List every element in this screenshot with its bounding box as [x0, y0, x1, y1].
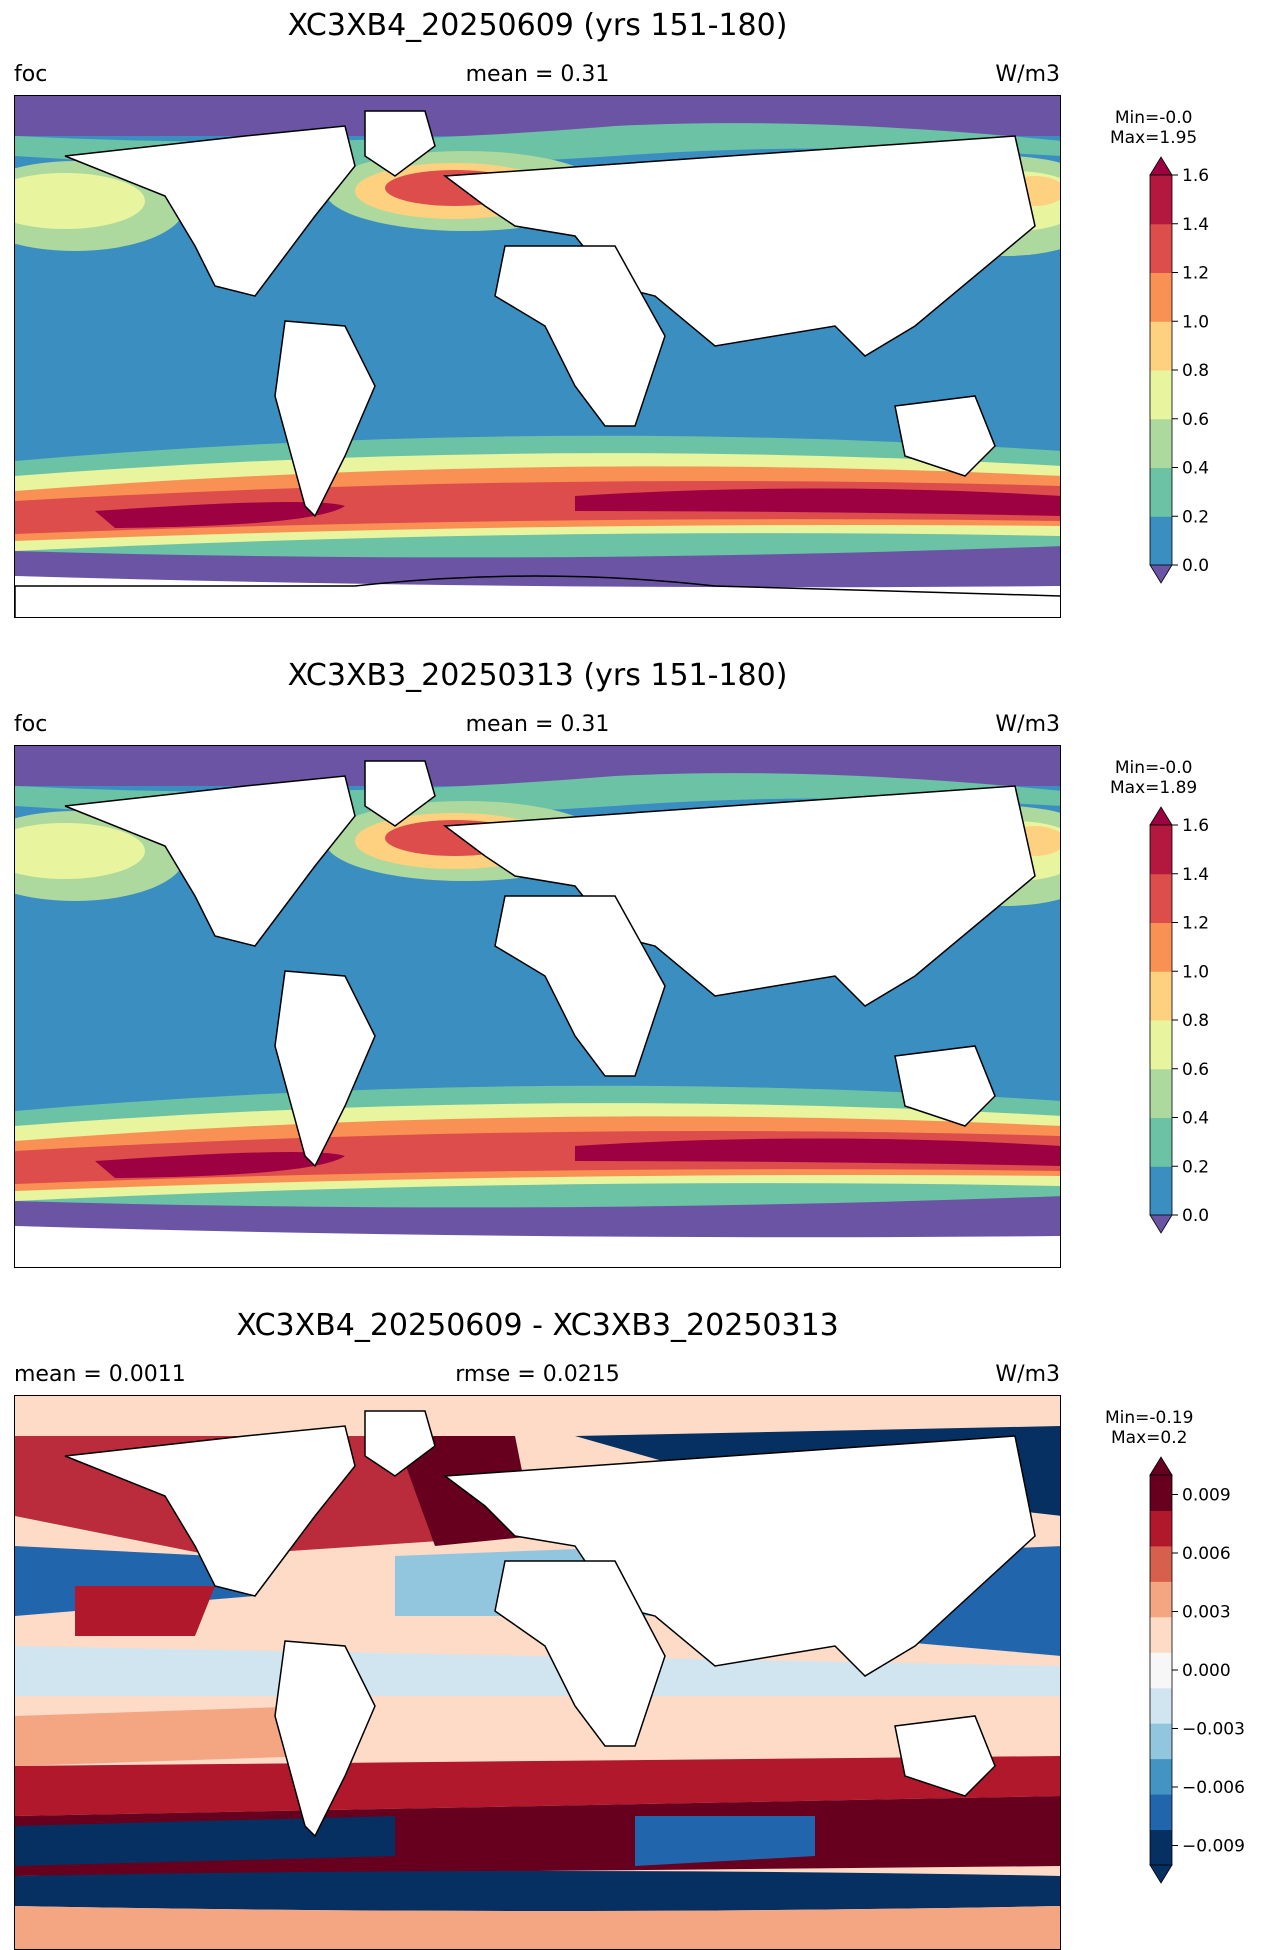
colorbar-tick-label: −0.003 [1182, 1720, 1245, 1740]
colorbar-extend-max [1149, 1456, 1173, 1476]
colorbar-tick-label: 1.2 [1182, 914, 1209, 934]
panel-1-min: Min=-0.0 [1114, 108, 1193, 128]
panel-1-colorbar: 1.6 1.4 1.2 1.0 0.8 0.6 0.4 0.2 0.0 [1149, 155, 1260, 589]
colorbar-extend-max [1149, 156, 1173, 176]
colorbar-segment [1150, 175, 1172, 225]
colorbar-segment [1150, 971, 1172, 1021]
colorbar-segment [1150, 1581, 1172, 1618]
colorbar-tick-label: 0.2 [1182, 507, 1209, 527]
panel-3-title: XC3XB4_20250609 - XC3XB3_20250313 [236, 1308, 839, 1343]
colorbar-tick-label: −0.006 [1182, 1778, 1245, 1798]
colorbar-tick-label: 0.4 [1182, 459, 1209, 479]
panel-2-min: Min=-0.0 [1114, 758, 1193, 778]
panel-1-map [14, 95, 1061, 618]
panel-2-minmax: Min=-0.0 Max=1.89 [1110, 758, 1197, 798]
panel-3-max: Max=0.2 [1110, 1428, 1188, 1448]
colorbar-3-graphic: 0.009 0.006 0.003 0.000 −0.003 −0.006 −0.009 [1149, 1456, 1245, 1884]
colorbar-tick-label: 1.6 [1182, 166, 1209, 186]
panel-2-colorbar: 1.6 1.4 1.2 1.0 0.8 0.6 0.4 0.2 0.0 [1149, 805, 1260, 1239]
colorbar-segment [1150, 1687, 1172, 1724]
colorbar-segment [1150, 223, 1172, 273]
colorbar-tick-label: 0.4 [1182, 1109, 1209, 1129]
colorbar-extend-min [1149, 564, 1173, 584]
colorbar-segment [1150, 1794, 1172, 1831]
colorbar-tick-label: 0.006 [1182, 1544, 1231, 1564]
colorbar-tick-label: 1.0 [1182, 312, 1209, 332]
colorbar-tick-label: 0.0 [1182, 1206, 1209, 1226]
colorbar-segment [1150, 1117, 1172, 1167]
panel-2-map [14, 745, 1061, 1268]
panel-1-mean-label: mean = 0.31 [465, 62, 610, 87]
colorbar-tick-label: 0.6 [1182, 1060, 1209, 1080]
colorbar-segment [1150, 1068, 1172, 1118]
colorbar-segment [1150, 1510, 1172, 1547]
colorbar-segment [1150, 1166, 1172, 1216]
panel-1-title: XC3XB4_20250609 (yrs 151-180) [287, 8, 788, 43]
colorbar-tick-label: 0.0 [1182, 556, 1209, 576]
colorbar-tick-label: −0.009 [1182, 1837, 1245, 1857]
colorbar-segment [1150, 1616, 1172, 1653]
colorbar-segment [1150, 1758, 1172, 1795]
panel-3-map [14, 1395, 1061, 1950]
colorbar-1-graphic: 1.6 1.4 1.2 1.0 0.8 0.6 0.4 0.2 0.0 [1149, 156, 1209, 584]
colorbar-tick-label: 0.003 [1182, 1603, 1231, 1623]
panel-3-rmse-label: rmse = 0.0215 [455, 1362, 620, 1387]
colorbar-tick-label: 0.8 [1182, 1011, 1209, 1031]
colorbar-segment [1150, 825, 1172, 875]
colorbar-segment [1150, 272, 1172, 322]
panel-1-max: Max=1.95 [1110, 128, 1198, 148]
colorbar-tick-label: 0.8 [1182, 361, 1209, 381]
colorbar-segment [1150, 1723, 1172, 1760]
colorbar-tick-label: 0.2 [1182, 1157, 1209, 1177]
colorbar-segment [1150, 1475, 1172, 1511]
colorbar-segment [1150, 922, 1172, 972]
panel-2-mean-label: mean = 0.31 [465, 712, 610, 737]
colorbar-segment [1150, 418, 1172, 468]
panel-2-title: XC3XB3_20250313 (yrs 151-180) [287, 658, 788, 693]
panel-3-min: Min=-0.19 [1105, 1408, 1194, 1428]
colorbar-tick-label: 0.6 [1182, 410, 1209, 430]
panel-3-colorbar: 0.009 0.006 0.003 0.000 −0.003 −0.006 −0.009 [1149, 1455, 1260, 1889]
colorbar-tick-label: 1.0 [1182, 962, 1209, 982]
panel-2-max: Max=1.89 [1110, 778, 1198, 798]
colorbar-tick-label: 0.000 [1182, 1661, 1231, 1681]
colorbar-2-graphic: 1.6 1.4 1.2 1.0 0.8 0.6 0.4 0.2 0.0 [1149, 806, 1209, 1234]
colorbar-extend-min [1149, 1864, 1173, 1884]
panel-3-mean-label: mean = 0.0011 [14, 1362, 186, 1387]
panel-2-units-label: W/m3 [995, 712, 1060, 737]
colorbar-tick-label: 1.2 [1182, 264, 1209, 284]
panel-1-variable-label: foc [14, 62, 48, 87]
colorbar-segment [1150, 873, 1172, 923]
colorbar-segment [1150, 321, 1172, 371]
panel-3-units-label: W/m3 [995, 1362, 1060, 1387]
panel-1-minmax: Min=-0.0 Max=1.95 [1110, 108, 1197, 148]
colorbar-tick-label: 1.4 [1182, 865, 1209, 885]
panel-2-variable-label: foc [14, 712, 48, 737]
colorbar-tick-label: 1.4 [1182, 215, 1209, 235]
colorbar-segment [1150, 1020, 1172, 1070]
colorbar-segment [1150, 1545, 1172, 1582]
colorbar-segment [1150, 1652, 1172, 1689]
colorbar-tick-label: 1.6 [1182, 816, 1209, 836]
colorbar-tick-label: 0.009 [1182, 1486, 1231, 1506]
colorbar-segment [1150, 516, 1172, 566]
colorbar-segment [1150, 467, 1172, 517]
panel-3-minmax: Min=-0.19 Max=0.2 [1105, 1408, 1193, 1448]
colorbar-segment [1150, 1829, 1172, 1866]
colorbar-extend-max [1149, 806, 1173, 826]
panel-1-units-label: W/m3 [995, 62, 1060, 87]
colorbar-segment [1150, 370, 1172, 420]
colorbar-extend-min [1149, 1214, 1173, 1234]
